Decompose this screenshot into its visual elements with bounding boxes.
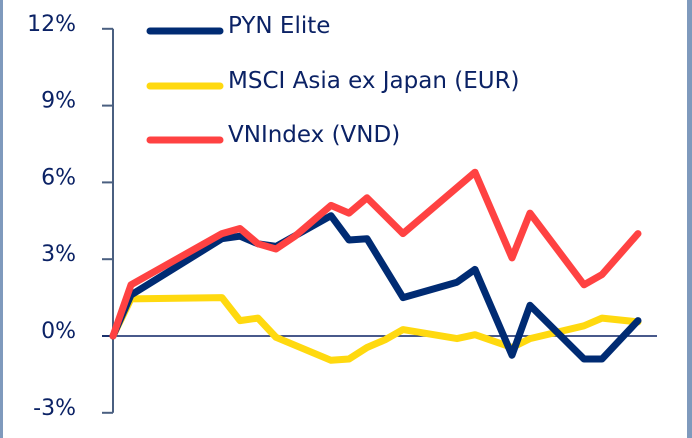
- y-tick-label: 3%: [41, 242, 76, 267]
- y-tick-label: -3%: [33, 396, 76, 421]
- y-tick-label: 0%: [41, 319, 76, 344]
- series-layer: [109, 168, 642, 364]
- frame-left-border: [0, 0, 3, 438]
- y-axis: 12% 9% 6% 3% 0% -3%: [27, 12, 114, 421]
- series-line-pyn-elite: [109, 212, 642, 363]
- y-tick-label: 12%: [27, 12, 76, 37]
- series-line-vnindex: [109, 168, 642, 340]
- legend-label-pyn-elite: PYN Elite: [228, 13, 330, 39]
- y-tick-label: 6%: [41, 165, 76, 190]
- frame-right-border: [687, 0, 692, 438]
- legend-item-pyn-elite[interactable]: PYN Elite: [146, 13, 330, 39]
- series-line-msci-asia: [109, 294, 642, 364]
- legend-item-vnindex[interactable]: VNIndex (VND): [146, 122, 400, 148]
- legend: PYN Elite MSCI Asia ex Japan (EUR) VNInd…: [146, 13, 520, 148]
- legend-item-msci-asia[interactable]: MSCI Asia ex Japan (EUR): [146, 68, 520, 94]
- y-tick-label: 9%: [41, 89, 76, 114]
- legend-label-vnindex: VNIndex (VND): [228, 122, 400, 148]
- legend-label-msci-asia: MSCI Asia ex Japan (EUR): [228, 68, 520, 94]
